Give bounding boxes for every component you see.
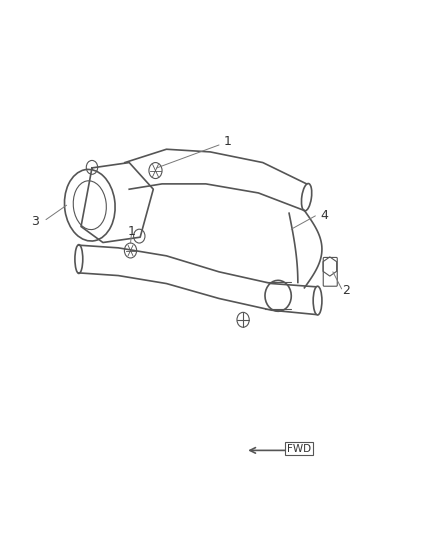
Text: 3: 3 [31, 215, 39, 228]
Text: 1: 1 [224, 135, 232, 148]
Text: 1: 1 [127, 225, 135, 238]
Text: 2: 2 [342, 284, 350, 297]
Text: FWD: FWD [287, 444, 311, 454]
Text: 4: 4 [320, 209, 328, 222]
